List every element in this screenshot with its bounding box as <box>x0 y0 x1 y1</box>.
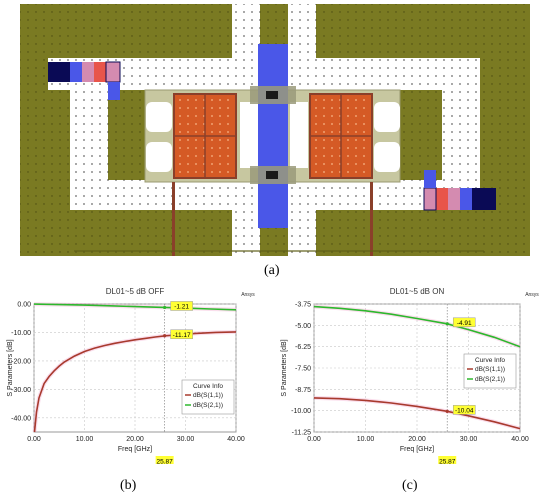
caption-a: (a) <box>264 263 280 278</box>
marker-label: -1.21 <box>174 303 189 310</box>
y-tick-label: -30.00 <box>11 387 31 394</box>
series-line-2 <box>33 303 237 311</box>
brand-label: Ansys <box>241 292 255 298</box>
x-tick-label: 20.00 <box>126 436 144 443</box>
pad-right-top <box>374 102 400 132</box>
circuit-layout <box>20 4 530 256</box>
caption-b: (b) <box>120 478 137 493</box>
pad-mid-right <box>290 102 308 168</box>
y-tick-label: -10.00 <box>291 408 311 415</box>
marker-x-box <box>155 456 174 464</box>
inner-island-left <box>108 90 148 180</box>
legend-entry: dB(S(2,1)) <box>193 402 223 409</box>
plot-c: DL01~5 dB ON Ansys -3.75 -5.00 -6.25 -7.50 -8.… <box>281 287 539 465</box>
marker-label-box <box>452 317 476 328</box>
marker-label-box <box>452 405 476 415</box>
pad-mid-left <box>240 102 258 168</box>
pad-left-bottom <box>146 142 172 172</box>
marker-label: -10.04 <box>455 407 474 414</box>
port-left <box>48 62 70 82</box>
x-axis-label: Freq [GHz] <box>118 446 152 453</box>
pad-right-bottom <box>374 142 400 172</box>
series-line-1 <box>313 397 521 430</box>
y-tick-label: -7.50 <box>295 366 311 373</box>
series-line-1 <box>33 331 237 433</box>
marker-x-label: 25.87 <box>157 459 174 465</box>
legend-entry: dB(S(2,1)) <box>475 376 505 383</box>
series-line-2 <box>313 305 521 348</box>
y-tick-label: -3.75 <box>295 302 311 309</box>
x-tick-label: 40.00 <box>511 436 529 443</box>
y-axis-label: S Parameters [dB] <box>281 339 288 396</box>
legend-box <box>181 379 235 415</box>
x-tick-label: 30.00 <box>177 436 195 443</box>
brand-label: Ansys <box>525 292 539 298</box>
marker-label: -11.17 <box>173 332 191 339</box>
y-tick-label: -40.00 <box>11 415 31 422</box>
plot-b: DL01~5 dB OFF Ansys 0.00 -10.00 -20.00 -30.00… <box>7 287 255 465</box>
marker-x-box <box>438 456 457 464</box>
y-axis-label: S Parameters [dB] <box>7 339 14 396</box>
marker-point <box>445 322 449 326</box>
marker-x-label: 25.87 <box>439 459 456 465</box>
x-tick-label: 10.00 <box>357 436 375 443</box>
y-tick-label: -5.00 <box>295 323 311 330</box>
pad-left-top <box>146 102 172 132</box>
y-tick-label: -11.25 <box>292 430 311 437</box>
y-tick-label: -6.25 <box>295 344 311 351</box>
trace-right-loop <box>442 58 480 210</box>
marker-label-box <box>170 301 193 311</box>
x-tick-label: 0.00 <box>27 436 41 443</box>
marker-point <box>163 305 167 310</box>
x-tick-label: 20.00 <box>408 436 426 443</box>
marker-label-box <box>170 329 193 340</box>
chart-title: DL01~5 dB ON <box>390 287 445 296</box>
port-right <box>472 188 496 210</box>
x-tick-label: 10.00 <box>76 436 94 443</box>
y-tick-label: -20.00 <box>11 358 31 365</box>
legend-entry: dB(S(1,1)) <box>193 392 223 399</box>
legend-entry: dB(S(1,1)) <box>475 366 505 373</box>
inner-island-right <box>398 90 442 180</box>
caption-c: (c) <box>402 478 418 493</box>
legend-title: Curve Info <box>475 357 505 364</box>
legend-box <box>463 353 517 389</box>
marker-point <box>445 409 449 413</box>
marker-label: -4.91 <box>457 320 472 327</box>
signal-line-blue <box>258 44 288 228</box>
marker-point <box>163 334 167 338</box>
chart-title: DL01~5 dB OFF <box>106 287 165 296</box>
x-tick-label: 40.00 <box>227 436 245 443</box>
y-tick-label: -8.75 <box>295 387 311 394</box>
x-axis-label: Freq [GHz] <box>400 446 434 453</box>
legend-title: Curve Info <box>193 383 223 390</box>
y-tick-label: 0.00 <box>17 302 31 309</box>
x-tick-label: 0.00 <box>307 436 321 443</box>
y-tick-label: -10.00 <box>11 330 31 337</box>
x-tick-label: 30.00 <box>460 436 478 443</box>
